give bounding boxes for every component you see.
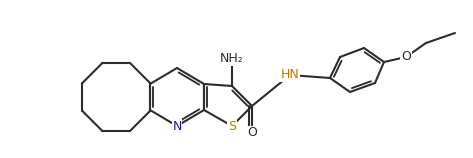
Text: O: O [401,51,411,64]
Text: O: O [247,127,257,140]
Text: HN: HN [280,69,299,82]
Text: NH₂: NH₂ [220,52,244,66]
Text: N: N [172,119,182,133]
Text: S: S [228,119,236,133]
